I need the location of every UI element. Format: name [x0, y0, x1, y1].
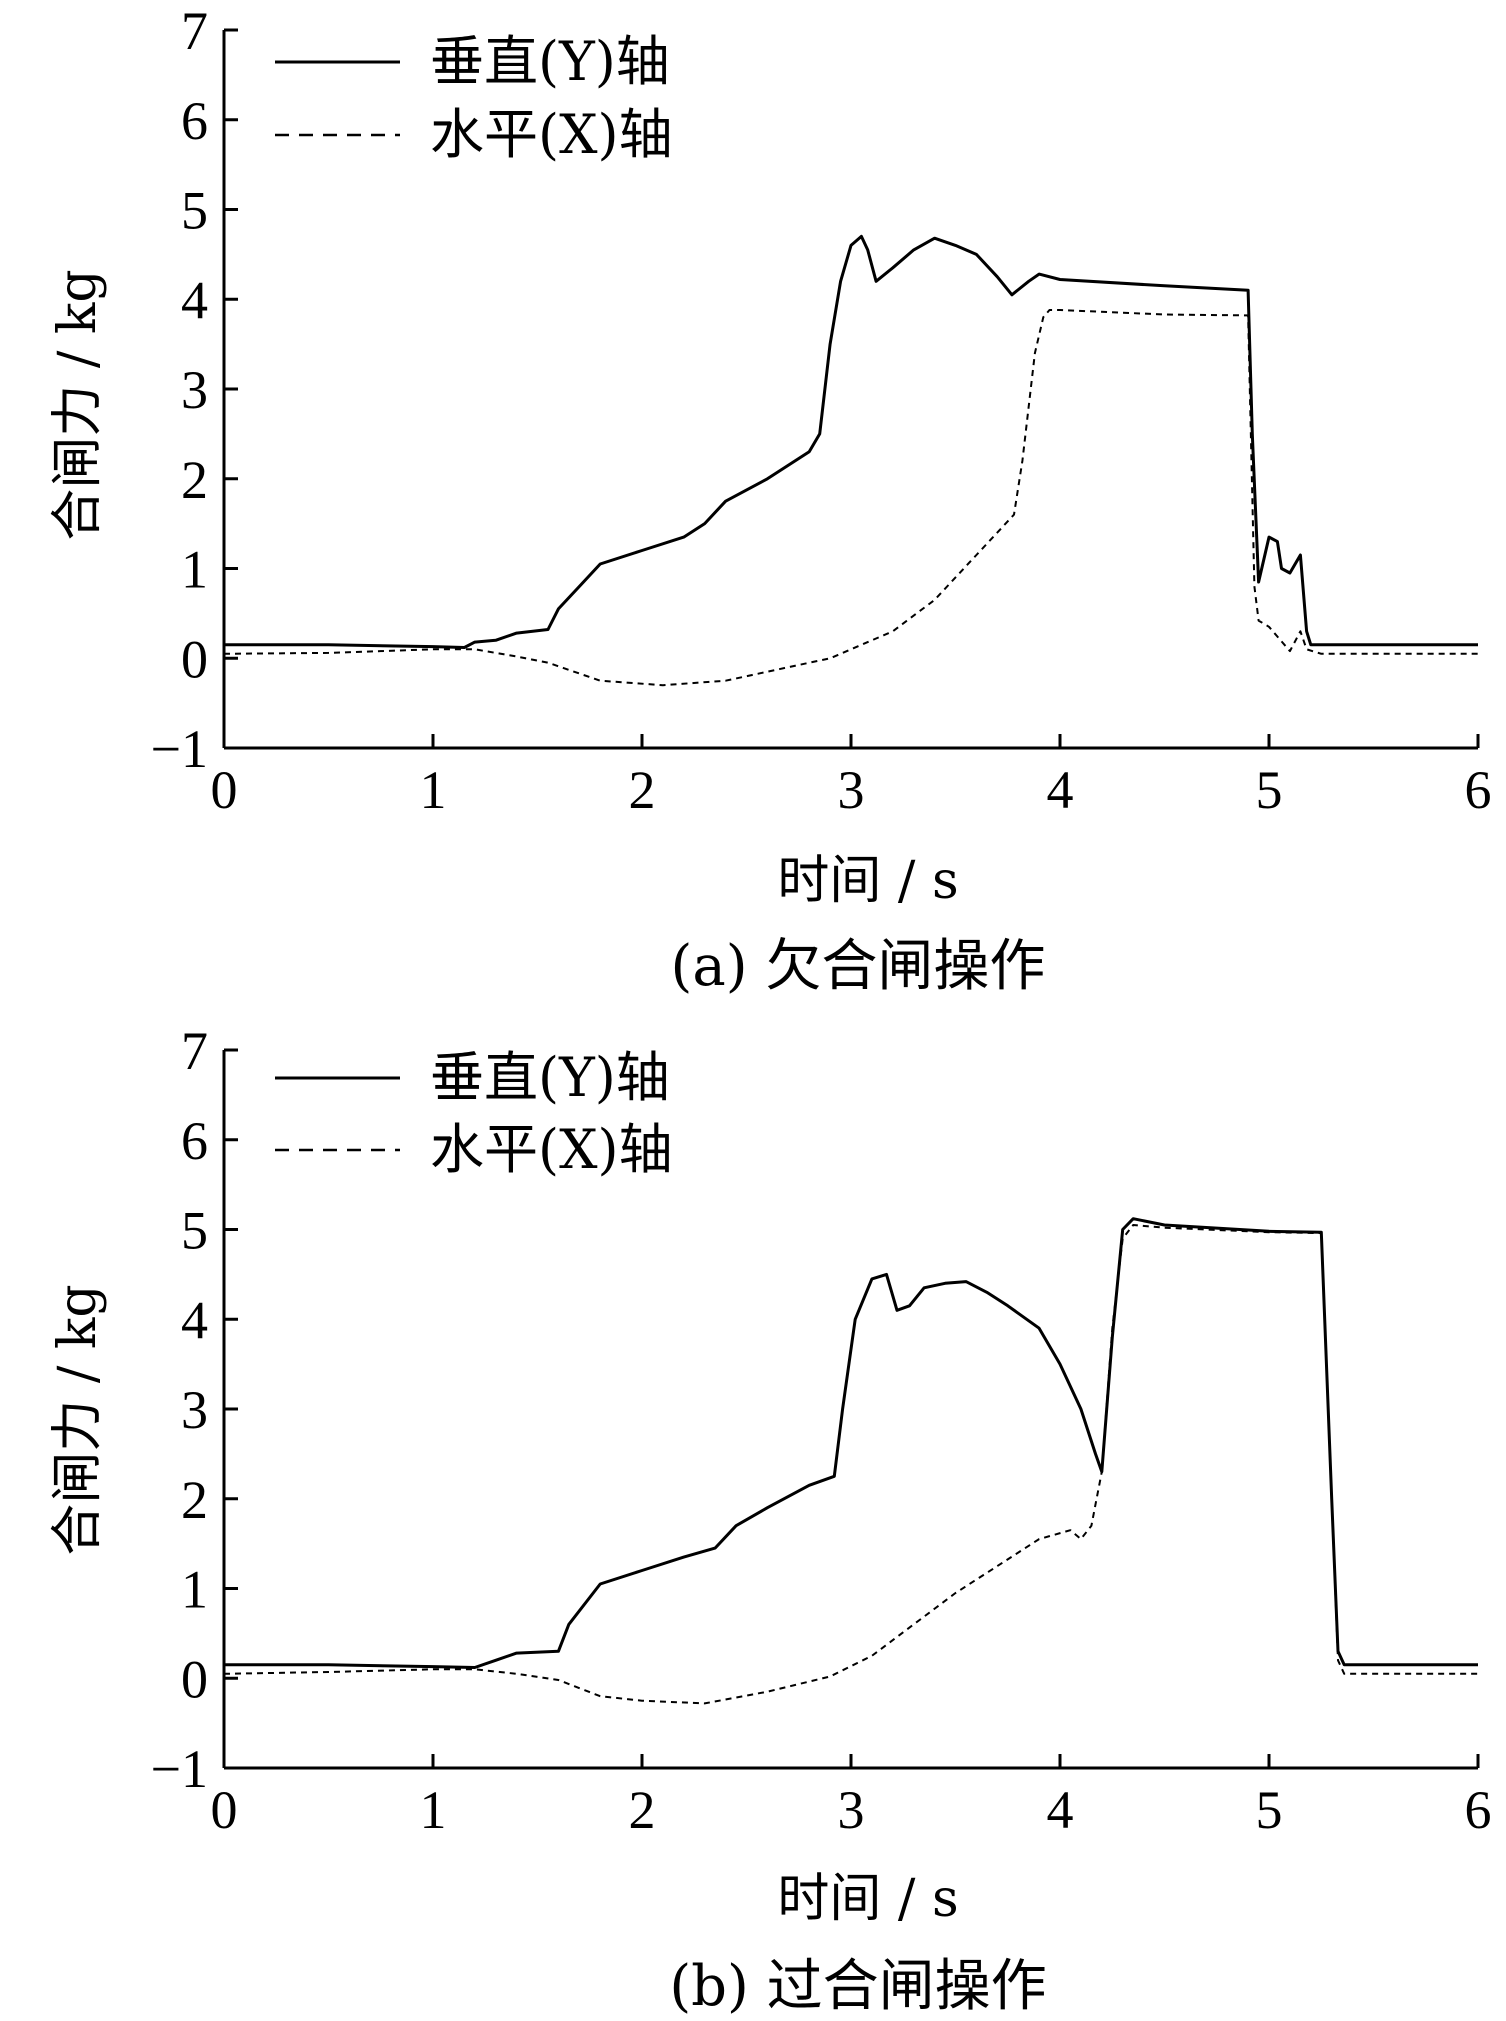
- panel-a-x-tick-label: 5: [1256, 760, 1283, 820]
- panel-a-x-tick-label: 2: [629, 760, 656, 820]
- panel-b-x-tick-label: 2: [629, 1780, 656, 1840]
- panel-a-y-tick-label: 5: [181, 181, 208, 241]
- panel-a-y-tick-label: 3: [181, 360, 208, 420]
- panel-a-y-tick-label: 1: [181, 540, 208, 600]
- panel-b-legend-label-x-axis: 水平(X)轴: [430, 1118, 673, 1181]
- panel-b-y-tick-label: 3: [181, 1380, 208, 1440]
- panel-b-legend: 垂直(Y)轴 水平(X)轴: [275, 1046, 673, 1181]
- panel-b-x-tick-label: 5: [1256, 1780, 1283, 1840]
- panel-b-y-tick-label: 0: [181, 1649, 208, 1709]
- panel-a-x-tick-label: 1: [420, 760, 447, 820]
- panel-b-legend-label-y-axis: 垂直(Y)轴: [430, 1046, 670, 1109]
- panel-a-x-tick-label: 4: [1047, 760, 1074, 820]
- panel-b-caption: (b) 过合闸操作: [669, 1954, 1046, 2019]
- panel-b-series-y-axis-line: [224, 1217, 1478, 1669]
- panel-b-y-tick-label: 7: [181, 1021, 208, 1081]
- panel-b-y-tick-label: 1: [181, 1560, 208, 1620]
- panel-b-y-tick-label: 2: [181, 1470, 208, 1530]
- panel-b-x-tick-label: 1: [420, 1780, 447, 1840]
- panel-a-legend-label-y-axis: 垂直(Y)轴: [430, 30, 670, 93]
- panel-a-y-tick-label: 6: [181, 91, 208, 151]
- panel-a-y-tick-label: 7: [181, 1, 208, 61]
- panel-a-x-tick-label: 0: [211, 760, 238, 820]
- panel-b-x-tick-label: 0: [211, 1780, 238, 1840]
- panel-a-legend: 垂直(Y)轴 水平(X)轴: [275, 30, 673, 166]
- panel-a-y-tick-label: 4: [181, 270, 208, 330]
- panel-b-x-tick-label: 4: [1047, 1780, 1074, 1840]
- panel-a-ylabel: 合闸力 / kg: [48, 269, 108, 540]
- panel-a-y-tick-label: −1: [151, 719, 208, 779]
- panel-b-x-tick-label: 3: [838, 1780, 865, 1840]
- panel-a-series-x-axis-line: [223, 309, 1478, 687]
- panel-b-x-tick-label: 6: [1465, 1780, 1492, 1840]
- panel-b-y-tick-label: 6: [181, 1111, 208, 1171]
- panel-b-xlabel: 时间 / s: [777, 1869, 958, 1929]
- panel-a-series-y-axis-line: [224, 234, 1478, 649]
- panel-a-y-tick-label: 2: [181, 450, 208, 510]
- panel-a-caption: (a) 欠合闸操作: [671, 934, 1046, 999]
- panel-a-legend-label-x-axis: 水平(X)轴: [430, 103, 673, 166]
- panel-b-series-x-axis-line: [223, 1224, 1478, 1705]
- panel-a-y-tick-label: 0: [181, 629, 208, 689]
- panel-b-y-tick-label: 4: [181, 1290, 208, 1350]
- panel-b-y-tick-label: 5: [181, 1201, 208, 1261]
- panel-a-x-tick-label: 6: [1465, 760, 1492, 820]
- panel-a-x-tick-label: 3: [838, 760, 865, 820]
- panel-a-xlabel: 时间 / s: [777, 851, 958, 911]
- panel-b-ylabel: 合闸力 / kg: [48, 1284, 108, 1555]
- panel-b-y-tick-label: −1: [151, 1739, 208, 1799]
